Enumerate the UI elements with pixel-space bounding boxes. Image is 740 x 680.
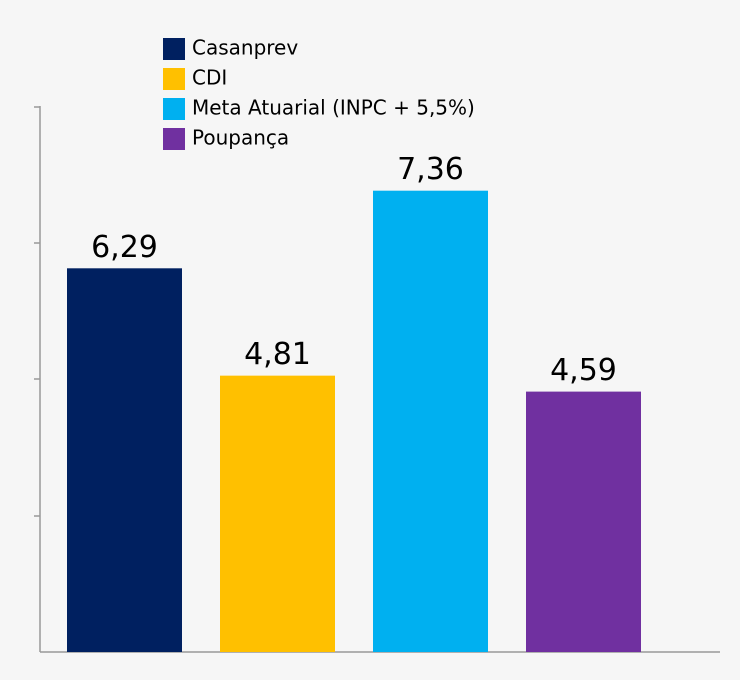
- legend-swatch: [163, 68, 185, 90]
- legend-label: Poupança: [192, 126, 289, 150]
- legend-swatch: [163, 38, 185, 60]
- bar: [526, 391, 641, 652]
- value-label: 4,81: [244, 337, 311, 372]
- legend-label: Casanprev: [192, 36, 298, 60]
- value-label: 7,36: [397, 152, 464, 187]
- bar: [67, 268, 182, 652]
- bar: [373, 190, 488, 653]
- legend-label: Meta Atuarial (INPC + 5,5%): [192, 96, 475, 120]
- legend-swatch: [163, 128, 185, 150]
- value-label: 6,29: [91, 230, 158, 265]
- legend-swatch: [163, 98, 185, 120]
- bar: [220, 375, 335, 652]
- legend-label: CDI: [192, 66, 227, 90]
- value-label: 4,59: [550, 353, 617, 388]
